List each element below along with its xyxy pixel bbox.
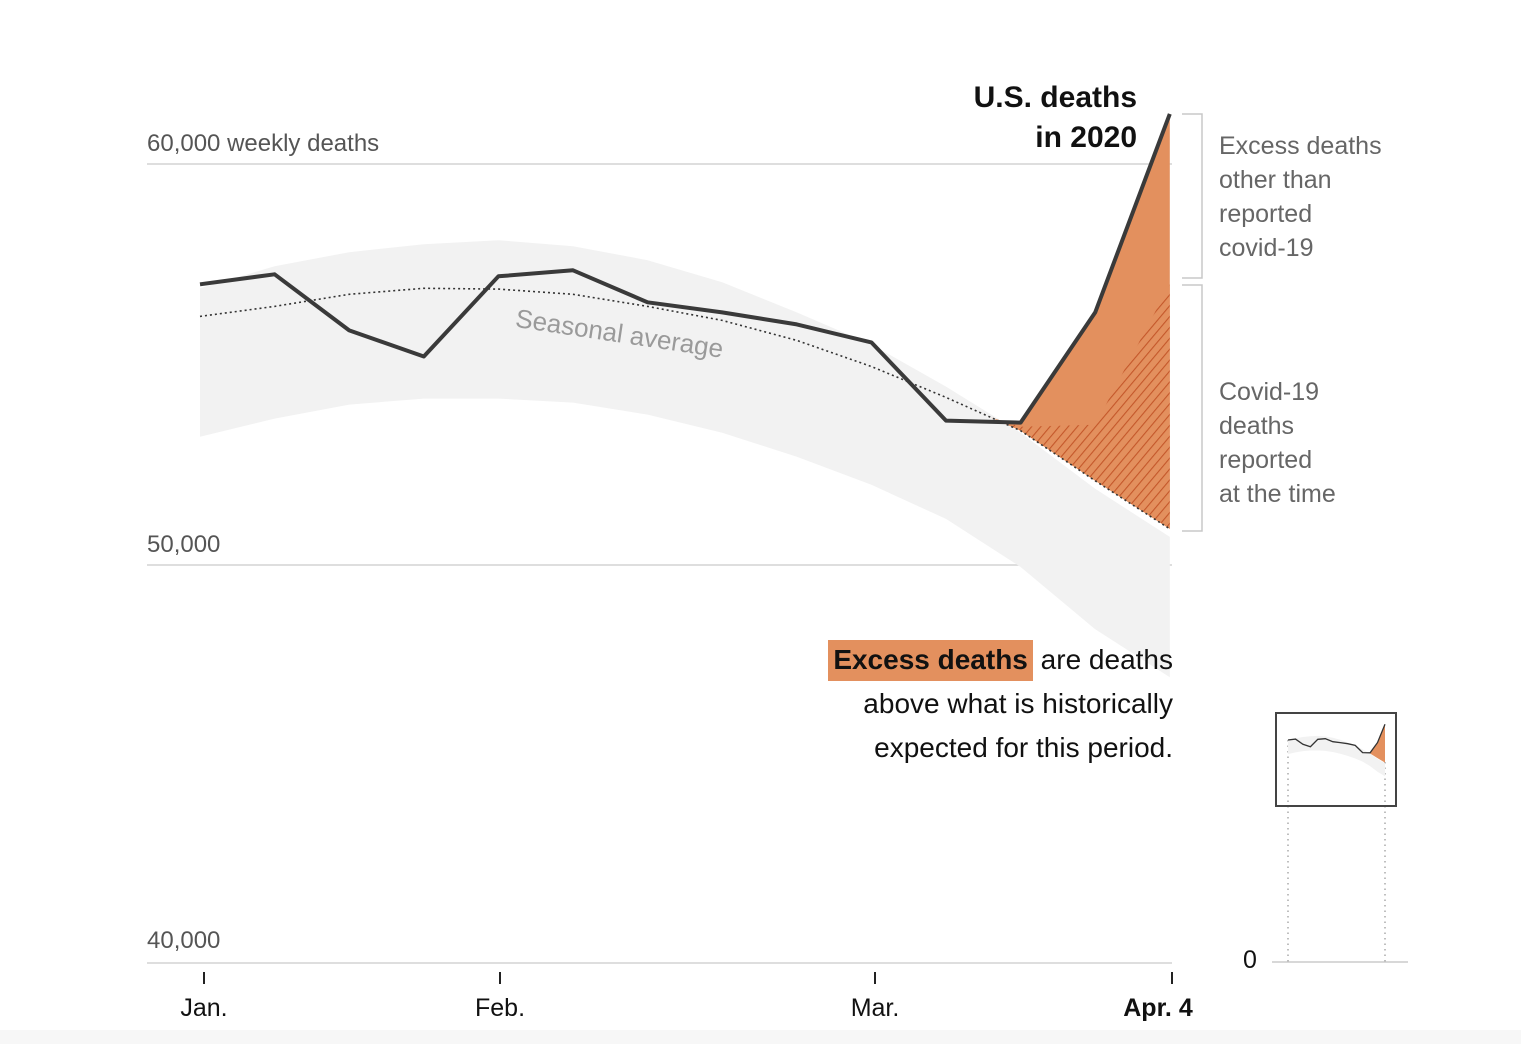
note-line-3: expected for this period. bbox=[874, 732, 1173, 763]
title-line-2: in 2020 bbox=[1035, 121, 1137, 154]
annotation-line: covid-19 bbox=[1219, 234, 1314, 262]
seasonal-average-line bbox=[199, 287, 1171, 530]
covid-reported-annotation: Covid-19 deaths reported at the time bbox=[1219, 375, 1439, 511]
y-tick-label-50000: 50,000 bbox=[147, 531, 221, 558]
x-tick-label-apr4: Apr. 4 bbox=[1123, 994, 1193, 1022]
annotation-line: deaths bbox=[1219, 412, 1295, 440]
inset-zoom-frame bbox=[1275, 712, 1397, 807]
covid-reported-bracket bbox=[1182, 284, 1203, 532]
x-tick-label-mar: Mar. bbox=[850, 994, 900, 1022]
annotation-line: reported bbox=[1219, 446, 1313, 474]
annotation-line: Covid-19 bbox=[1219, 378, 1320, 406]
inset-zero-label: 0 bbox=[1243, 946, 1257, 974]
annotation-line: at the time bbox=[1219, 480, 1336, 508]
excess-other-annotation: Excess deaths other than reported covid-… bbox=[1219, 129, 1439, 265]
chart-title: U.S. deaths in 2020 bbox=[974, 78, 1137, 158]
y-tick-label-60000: 60,000 weekly deaths bbox=[147, 130, 380, 157]
note-line-2: above what is historically bbox=[863, 688, 1173, 719]
title-line-1: U.S. deaths bbox=[973, 81, 1137, 114]
page-footer-strip bbox=[0, 1030, 1521, 1044]
x-tick-label-jan: Jan. bbox=[180, 994, 228, 1022]
note-line-1-rest: are deaths bbox=[1032, 644, 1173, 675]
excess-other-bracket bbox=[1182, 113, 1203, 279]
annotation-line: reported bbox=[1219, 200, 1313, 228]
y-tick-label-40000: 40,000 bbox=[147, 927, 221, 954]
x-tick-label-feb: Feb. bbox=[474, 994, 526, 1022]
inset-band bbox=[1288, 735, 1385, 777]
excess-deaths-note: Excess deaths are deaths above what is h… bbox=[828, 638, 1173, 770]
covid-reported-hatched-area bbox=[990, 284, 1170, 529]
excess-deaths-highlight: Excess deaths bbox=[828, 640, 1033, 681]
historical-range-band bbox=[200, 240, 1170, 678]
annotation-line: Excess deaths bbox=[1219, 132, 1382, 160]
us-deaths-line bbox=[199, 113, 1172, 425]
inset-excess-area bbox=[1367, 724, 1385, 763]
inset-deaths-line bbox=[1287, 724, 1386, 754]
annotation-line: other than bbox=[1219, 166, 1332, 194]
